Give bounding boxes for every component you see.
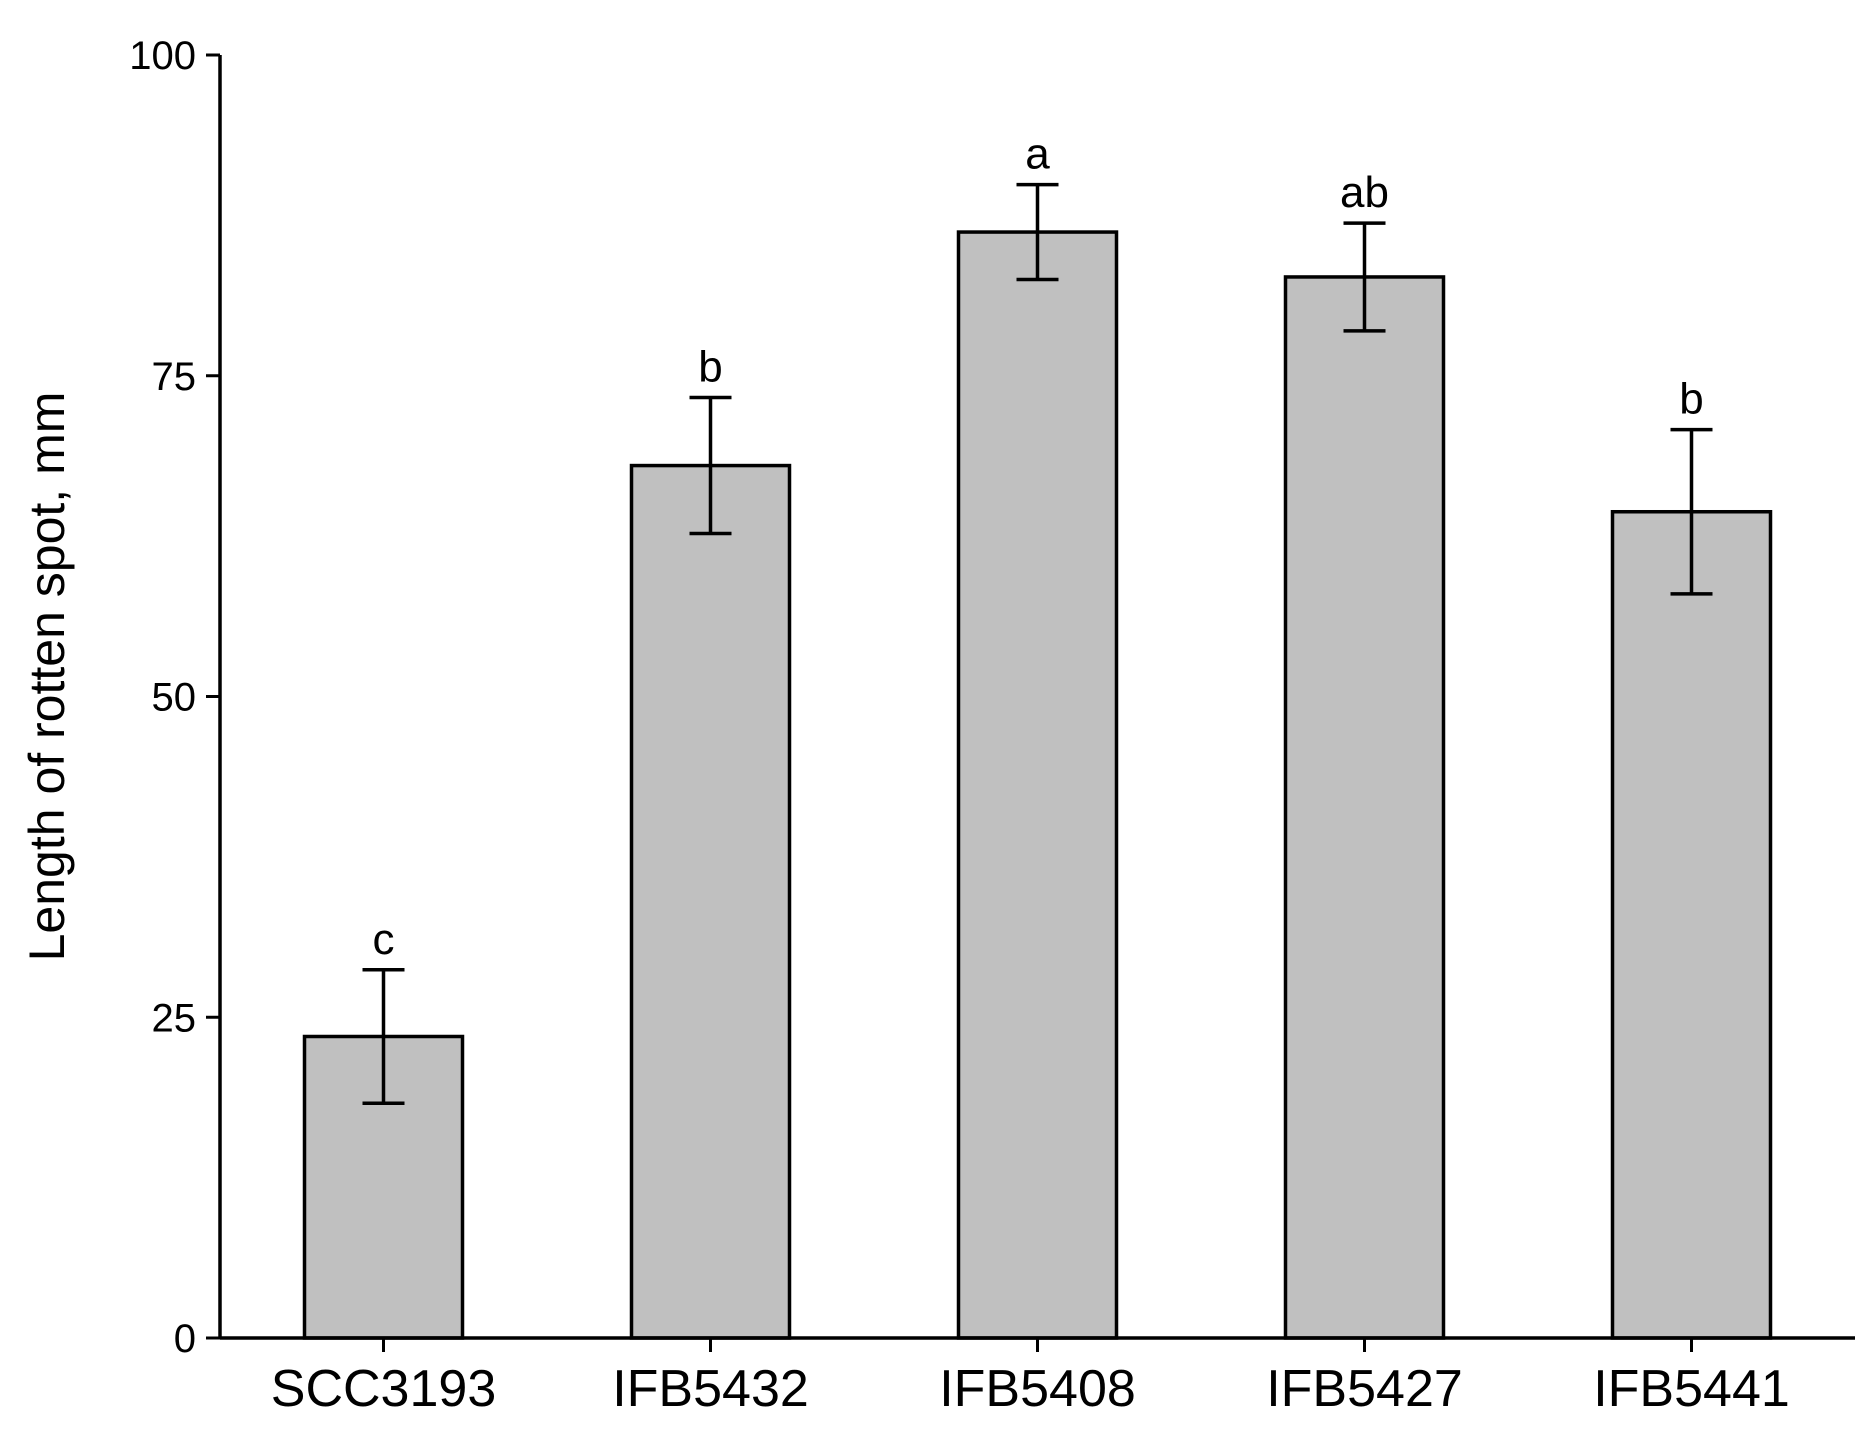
- bar-IFB5427: [1283, 275, 1446, 1340]
- bar-IFB5441: [1610, 509, 1773, 1340]
- x-axis: SCC3193 IFB5432 IFB5408 IFB5427 IFB5441: [220, 1336, 1855, 1418]
- x-tick-label-SCC3193: SCC3193: [271, 1360, 496, 1418]
- significance-label-SCC3193: c: [373, 915, 395, 964]
- significance-label-IFB5441: b: [1679, 375, 1703, 424]
- x-tick-label-IFB5441: IFB5441: [1593, 1360, 1790, 1418]
- error-bars-layer: [362, 182, 1713, 1105]
- y-tick-label-50: 50: [152, 676, 197, 720]
- x-tick-label-IFB5427: IFB5427: [1266, 1360, 1463, 1418]
- x-tick-label-IFB5408: IFB5408: [939, 1360, 1136, 1418]
- y-tick-label-75: 75: [152, 355, 197, 399]
- x-tick-label-IFB5432: IFB5432: [612, 1360, 809, 1418]
- bar-IFB5408: [956, 230, 1119, 1340]
- significance-labels-layer: c b a ab b: [373, 130, 1704, 964]
- significance-label-IFB5427: ab: [1340, 168, 1389, 217]
- y-tick-label-25: 25: [152, 996, 197, 1040]
- bar-IFB5432: [629, 463, 792, 1340]
- significance-label-IFB5408: a: [1025, 130, 1050, 179]
- y-tick-label-100: 100: [129, 34, 196, 78]
- y-axis-title: Length of rotten spot, mm: [19, 392, 75, 962]
- y-tick-label-0: 0: [174, 1317, 196, 1361]
- y-axis: 0 25 50 75 100: [129, 34, 222, 1361]
- bars-layer: [302, 230, 1773, 1340]
- significance-label-IFB5432: b: [698, 343, 722, 392]
